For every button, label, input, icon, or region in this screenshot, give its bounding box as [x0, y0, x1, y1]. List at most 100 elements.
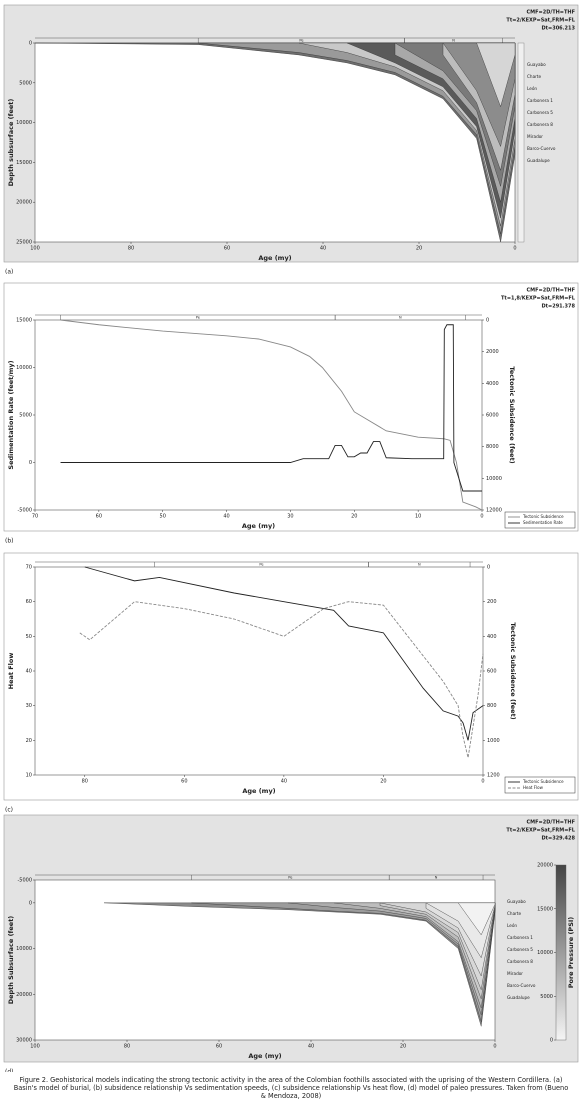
figure-caption: Figure 2. Geohistorical models indicatin… [13, 1076, 569, 1101]
y-tick-label: 0 [29, 900, 32, 906]
y2-tick-label: 10000 [486, 476, 502, 482]
formation-label: Charte [527, 74, 542, 79]
header-line: Dt=306.213 [541, 26, 575, 32]
figure: (a) CMF=2D/TH=THF Tt=2/KEXP=Sat,FRM=FL Dt=3… [3, 4, 579, 1073]
x-tick-label: 0 [493, 1044, 496, 1050]
period-label: N [452, 39, 455, 43]
y-tick-label: 0 [29, 41, 32, 47]
x-tick-label: 80 [82, 779, 88, 785]
period-label: Pe [299, 39, 303, 43]
formation-label: Carbonera 5 [527, 110, 553, 115]
y2-axis-label: Tectonic Subsidence (feet) [509, 622, 517, 719]
y2-tick-label: 600 [487, 669, 497, 675]
y2-tick-label: 2000 [486, 349, 499, 355]
formation-label: León [527, 86, 537, 91]
panel-label: (c) [5, 807, 13, 814]
y2-tick-label: 0 [487, 565, 490, 571]
formation-label: Carbonera 8 [507, 959, 533, 964]
layer-strip [517, 42, 525, 243]
y-axis-label: Depth subsurface (feet) [7, 99, 15, 187]
legend-label: Tectonic Subsidence [522, 514, 564, 519]
x-tick-label: 20 [400, 1044, 406, 1050]
y-tick-label: 5000 [19, 80, 32, 86]
x-tick-label: 40 [281, 779, 287, 785]
colorbar-tick-label: 15000 [537, 906, 553, 912]
y-tick-label: 70 [26, 565, 32, 571]
y-tick-label: -5000 [17, 508, 32, 514]
panel-label: (a) [5, 269, 13, 276]
y2-tick-label: 4000 [486, 381, 499, 387]
legend-label: Sedimentation Rate [523, 520, 563, 525]
period-label: Pe [259, 563, 263, 567]
y2-tick-label: 6000 [486, 413, 499, 419]
y-tick-label: 60 [26, 599, 32, 605]
x-tick-label: 40 [223, 514, 229, 520]
x-tick-label: 60 [216, 1044, 222, 1050]
x-axis-label: Age (my) [242, 522, 275, 530]
y-tick-label: -5000 [17, 878, 32, 884]
formation-label: Charte [507, 911, 522, 916]
header-line: Dt=291.378 [541, 304, 575, 310]
y2-axis-label: Tectonic Subsidence (feet) [508, 366, 516, 463]
formation-label: Barco-Cuervo [507, 983, 536, 988]
panel-label: (d) [5, 1069, 14, 1073]
colorbar-tick-label: 5000 [540, 994, 553, 1000]
y-tick-label: 50 [26, 634, 32, 640]
series-line [60, 324, 482, 492]
y-tick-label: 40 [26, 669, 32, 675]
x-tick-label: 80 [128, 246, 134, 252]
formation-label: Carbonera 1 [527, 98, 553, 103]
y2-tick-label: 0 [486, 318, 489, 324]
formation-label: Carbonera 5 [507, 947, 533, 952]
x-axis-label: Age (my) [258, 254, 291, 262]
header-line: CMF=2D/TH=THF [526, 820, 575, 826]
colorbar-tick-label: 20000 [537, 863, 553, 869]
period-label: Pe [196, 316, 200, 320]
y-tick-label: 25000 [16, 240, 32, 246]
header-line: Tt=2/KEXP=Sat,FRM=FL [506, 18, 575, 24]
header-line: Tt=2/KEXP=Sat,FRM=FL [506, 828, 575, 834]
y-tick-label: 30000 [16, 1038, 32, 1044]
legend-box [504, 776, 576, 794]
legend-box [504, 511, 576, 529]
plot-area [34, 566, 484, 776]
x-tick-label: 40 [320, 246, 326, 252]
formation-label: Guadalupe [527, 158, 550, 163]
y-tick-label: 20000 [16, 992, 32, 998]
header-line: CMF=2D/TH=THF [526, 288, 575, 294]
colorbar [555, 864, 567, 1041]
formation-label: Carbonera 8 [527, 122, 553, 127]
y2-tick-label: 8000 [486, 444, 499, 450]
period-label: N [435, 876, 438, 880]
x-tick-label: 0 [513, 246, 516, 252]
colorbar-tick-label: 0 [550, 1038, 553, 1044]
y2-tick-label: 1200 [487, 773, 500, 779]
legend-label: Tectonic Subsidence [522, 779, 564, 784]
y-tick-label: 20 [26, 738, 32, 744]
y-axis-label: Heat Flow [7, 653, 15, 690]
burial-layer [476, 42, 516, 108]
y2-tick-label: 1000 [487, 738, 500, 744]
series-line [79, 601, 484, 758]
y2-tick-label: 12000 [486, 508, 502, 514]
y2-tick-label: 400 [487, 634, 497, 640]
x-tick-label: 0 [480, 514, 483, 520]
x-tick-label: 100 [30, 1044, 40, 1050]
header-line: CMF=2D/TH=THF [526, 10, 575, 16]
x-tick-label: 30 [287, 514, 293, 520]
y-tick-label: 10000 [16, 120, 32, 126]
x-axis-label: Age (my) [242, 787, 275, 795]
period-label: N [418, 563, 421, 567]
period-label: Pe [288, 876, 292, 880]
formation-label: León [507, 923, 517, 928]
y-axis-label: Depth Subsurface (feet) [7, 916, 15, 1005]
formation-label: Guayabo [507, 899, 526, 904]
y2-tick-label: 800 [487, 703, 497, 709]
x-tick-label: 20 [380, 779, 386, 785]
colorbar-label: Pore Pressure (PSI) [567, 917, 575, 989]
panel-label: (b) [5, 538, 14, 545]
formation-label: Guadalupe [507, 995, 530, 1000]
formation-label: Mirador [507, 971, 523, 976]
y-tick-label: 5000 [19, 413, 32, 419]
